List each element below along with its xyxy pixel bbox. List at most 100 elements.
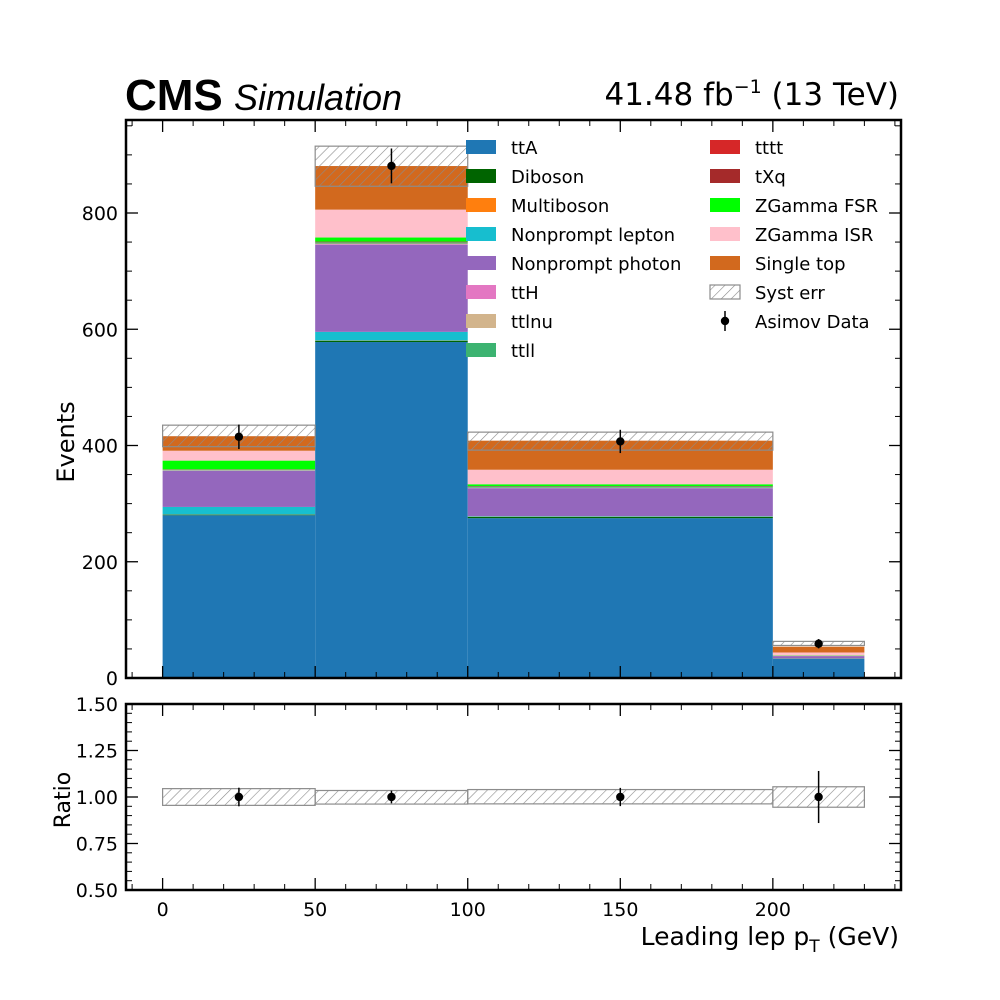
bar-nonprompt-lepton-bin-1 [315, 331, 468, 341]
bar-zgamma-isr-bin-3 [772, 652, 865, 656]
ratio-y-tick-label: 0.75 [76, 834, 118, 856]
bar-nonprompt-photon-bin-2 [467, 488, 773, 517]
bar-tta-bin-0 [162, 515, 316, 678]
ratio-y-tick-label: 1.25 [76, 741, 118, 763]
x-tick-label: 150 [602, 899, 638, 921]
ratio-layer [162, 770, 865, 824]
legend-label: ttH [511, 283, 539, 304]
lumi-value: 41.48 fb [604, 77, 733, 113]
x-axis-label-main: Leading lep p [641, 922, 810, 951]
legend-label: ttll [511, 341, 535, 362]
bar-nonprompt-lepton-bin-2 [467, 516, 773, 517]
main-axes-frame [124, 118, 903, 680]
x-tick-label: 0 [157, 899, 169, 921]
ratio-point-3 [814, 792, 823, 802]
legend-label: tXq [755, 167, 786, 188]
bar-ttll-bin-0 [162, 469, 316, 471]
legend-swatch-tth [466, 285, 496, 299]
legend-swatch-single-top [710, 256, 740, 270]
legend-swatch-ttll [466, 343, 496, 357]
data-point-0 [234, 432, 244, 441]
energy-value: (13 TeV) [762, 77, 899, 113]
bar-zgamma-isr-bin-1 [315, 209, 468, 238]
y-tick-label: 0 [106, 668, 118, 690]
legend-label: ZGamma ISR [755, 225, 873, 246]
legend-swatch-nonprompt-photon [466, 256, 496, 270]
legend-swatch-multiboson [466, 198, 496, 212]
bar-zgamma-fsr-bin-2 [467, 484, 773, 487]
x-axis-label-sub: T [808, 937, 820, 957]
ratio-point-1 [387, 792, 396, 802]
y-tick-label: 400 [82, 436, 118, 458]
data-point-2 [616, 437, 625, 446]
bar-tta-bin-1 [315, 342, 468, 678]
ratio-y-tick-label: 1.00 [76, 787, 118, 809]
bar-tta-bin-2 [467, 518, 773, 678]
bar-tta-bin-3 [772, 658, 865, 678]
legend-label: Syst err [755, 283, 825, 304]
bar-zgamma-fsr-bin-1 [315, 237, 468, 242]
legend-label: Diboson [511, 167, 584, 188]
bar-diboson-bin-0 [162, 514, 316, 516]
legend-swatch-diboson [466, 169, 496, 183]
bar-ttll-bin-2 [467, 486, 773, 488]
legend-swatch-txq [710, 169, 740, 183]
legend-swatch-zgamma-fsr [710, 198, 740, 212]
legend-swatch-tttt [710, 140, 740, 154]
experiment-label: CMS [125, 71, 223, 120]
legend-label: Multiboson [511, 196, 609, 217]
bar-single-top-bin-3 [772, 646, 865, 653]
legend-label: Single top [755, 254, 846, 275]
x-axis-label-unit: (GeV) [820, 922, 899, 951]
bar-diboson-bin-1 [315, 340, 468, 343]
bar-nonprompt-lepton-bin-0 [162, 506, 316, 515]
y-axis-label-ratio: Ratio [51, 772, 76, 828]
legend-label: Nonprompt photon [511, 254, 681, 275]
ratio-ticks: 0.50 0.75 1.00 1.25 1.50 0 50 100 150 200 [76, 694, 901, 921]
x-tick-label: 100 [450, 899, 486, 921]
legend-label: tttt [755, 138, 783, 159]
legend-swatch-tta [466, 140, 496, 154]
y-tick-label: 200 [82, 552, 118, 574]
bar-zgamma-fsr-bin-0 [162, 460, 316, 470]
ratio-y-tick-label: 1.50 [76, 694, 118, 716]
y-axis-label-main: Events [52, 401, 80, 482]
bar-ttlnu-bin-1 [315, 243, 468, 245]
ratio-point-0 [234, 792, 244, 802]
simulation-label: Simulation [234, 77, 402, 118]
bar-txq-bin-1 [315, 241, 468, 243]
bar-ttll-bin-1 [315, 242, 468, 244]
bar-zgamma-isr-bin-2 [467, 469, 773, 485]
ratio-y-tick-label: 0.50 [76, 880, 118, 902]
main-data-points [234, 148, 823, 649]
ratio-point-2 [616, 792, 625, 802]
data-point-1 [387, 161, 396, 171]
legend-label: ttA [511, 138, 538, 159]
bar-zgamma-isr-bin-0 [162, 450, 316, 461]
legend-label: Nonprompt lepton [511, 225, 675, 246]
lumi-label: 41.48 fb−1 (13 TeV) [604, 76, 899, 113]
y-tick-label: 800 [82, 203, 118, 225]
main-ticks: 0 200 400 600 800 [82, 120, 901, 690]
legend-swatch-ttlnu [466, 314, 496, 328]
y-tick-label: 600 [82, 319, 118, 341]
legend-data-marker [720, 316, 730, 326]
legend-label: ZGamma FSR [755, 196, 878, 217]
x-axis-label: Leading lep pT (GeV) [641, 922, 899, 957]
legend: ttA Diboson Multiboson Nonprompt lepton Nonp… [466, 138, 878, 362]
x-tick-label: 50 [303, 899, 327, 921]
lumi-exponent: −1 [734, 76, 762, 98]
x-tick-label: 200 [755, 899, 791, 921]
legend-syst-swatch [709, 284, 741, 300]
legend-swatch-nonprompt-lepton [466, 227, 496, 241]
bar-nonprompt-photon-bin-0 [162, 470, 316, 507]
bar-tth-bin-1 [315, 244, 468, 245]
bar-nonprompt-photon-bin-1 [315, 244, 468, 332]
data-point-3 [814, 639, 823, 648]
bar-diboson-bin-2 [467, 516, 773, 519]
legend-swatch-zgamma-isr [710, 227, 740, 241]
bar-nonprompt-photon-bin-3 [772, 656, 865, 659]
legend-label: Asimov Data [755, 312, 870, 333]
legend-label: ttlnu [511, 312, 553, 333]
